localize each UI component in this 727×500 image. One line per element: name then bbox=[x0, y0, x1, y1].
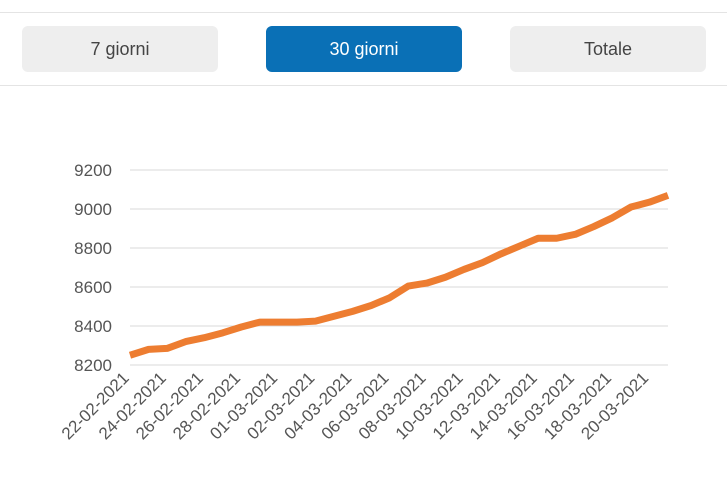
y-tick-label: 9200 bbox=[74, 161, 112, 180]
separator bbox=[0, 85, 727, 86]
tab[interactable]: 30 giorni bbox=[266, 26, 462, 72]
y-tick-label: 9000 bbox=[74, 200, 112, 219]
tab[interactable]: Totale bbox=[510, 26, 706, 72]
y-tick-label: 8200 bbox=[74, 356, 112, 375]
line-series bbox=[128, 192, 670, 359]
tab[interactable]: 7 giorni bbox=[22, 26, 218, 72]
y-tick-label: 8800 bbox=[74, 239, 112, 258]
y-tick-label: 8400 bbox=[74, 317, 112, 336]
top-border bbox=[0, 12, 727, 13]
y-tick-label: 8600 bbox=[74, 278, 112, 297]
